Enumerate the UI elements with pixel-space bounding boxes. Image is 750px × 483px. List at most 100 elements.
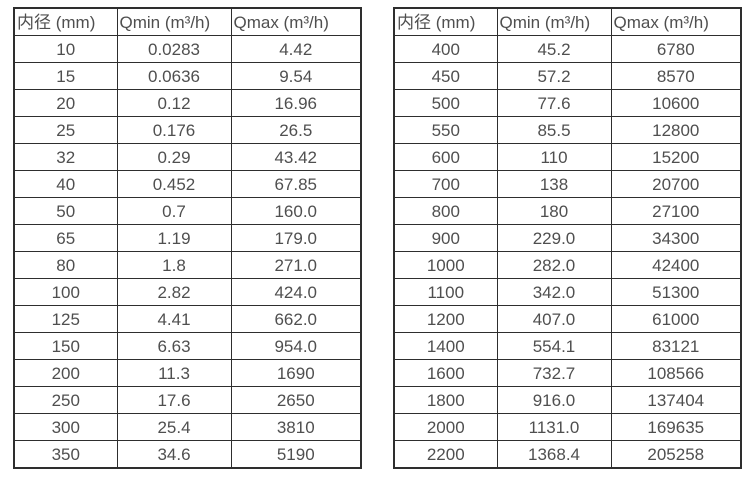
table-cell: 500 [393, 89, 498, 117]
table-cell: 342.0 [496, 278, 612, 306]
table-cell: 0.452 [116, 170, 232, 198]
table-cell: 15200 [610, 143, 742, 171]
table-cell: 27100 [610, 197, 742, 225]
table-cell: 169635 [610, 413, 742, 441]
header-qmin: Qmin (m³/h) [496, 7, 612, 36]
table-row: 550 85.5 12800 [393, 116, 742, 144]
table-cell: 1200 [393, 305, 498, 333]
table-cell: 550 [393, 116, 498, 144]
table-cell: 20 [13, 89, 118, 117]
table-row: 1100 342.0 51300 [393, 278, 742, 306]
table-cell: 4.41 [116, 305, 232, 333]
table-cell: 10600 [610, 89, 742, 117]
table-cell: 11.3 [116, 359, 232, 387]
table-cell: 20700 [610, 170, 742, 198]
table-cell: 51300 [610, 278, 742, 306]
table-row: 10 0.0283 4.42 [13, 35, 362, 63]
table-cell: 916.0 [496, 386, 612, 414]
table-cell: 4.42 [230, 35, 362, 63]
table-cell: 700 [393, 170, 498, 198]
table-cell: 80 [13, 251, 118, 279]
table-cell: 800 [393, 197, 498, 225]
table-cell: 34300 [610, 224, 742, 252]
table-cell: 40 [13, 170, 118, 198]
table-cell: 450 [393, 62, 498, 90]
table-cell: 1100 [393, 278, 498, 306]
table-cell: 424.0 [230, 278, 362, 306]
table-row: 2000 1131.0 169635 [393, 413, 742, 441]
table-row: 1200 407.0 61000 [393, 305, 742, 333]
table-cell: 250 [13, 386, 118, 414]
table-cell: 85.5 [496, 116, 612, 144]
table-cell: 150 [13, 332, 118, 360]
table-cell: 6780 [610, 35, 742, 63]
header-row: 内径 (mm) Qmin (m³/h) Qmax (m³/h) [13, 7, 362, 36]
table-row: 125 4.41 662.0 [13, 305, 362, 333]
flow-table-large-diameters: 内径 (mm) Qmin (m³/h) Qmax (m³/h) 400 45.2 6… [393, 7, 742, 469]
table-cell: 350 [13, 440, 118, 469]
table-cell: 8570 [610, 62, 742, 90]
table-cell: 9.54 [230, 62, 362, 90]
table-cell: 732.7 [496, 359, 612, 387]
table-cell: 1600 [393, 359, 498, 387]
table-cell: 300 [13, 413, 118, 441]
header-inner-diameter: 内径 (mm) [13, 7, 118, 36]
table-cell: 3810 [230, 413, 362, 441]
table-cell: 61000 [610, 305, 742, 333]
table-row: 350 34.6 5190 [13, 440, 362, 469]
table-row: 80 1.8 271.0 [13, 251, 362, 279]
table-cell: 12800 [610, 116, 742, 144]
table-cell: 0.0283 [116, 35, 232, 63]
table-cell: 6.63 [116, 332, 232, 360]
table-row: 1000 282.0 42400 [393, 251, 742, 279]
table-cell: 1131.0 [496, 413, 612, 441]
table-row: 65 1.19 179.0 [13, 224, 362, 252]
table-cell: 45.2 [496, 35, 612, 63]
table-cell: 179.0 [230, 224, 362, 252]
table-row: 700 138 20700 [393, 170, 742, 198]
table-row: 800 180 27100 [393, 197, 742, 225]
table-row: 400 45.2 6780 [393, 35, 742, 63]
table-cell: 1690 [230, 359, 362, 387]
header-inner-diameter: 内径 (mm) [393, 7, 498, 36]
table-cell: 108566 [610, 359, 742, 387]
table-cell: 407.0 [496, 305, 612, 333]
table-row: 250 17.6 2650 [13, 386, 362, 414]
table-cell: 271.0 [230, 251, 362, 279]
table-cell: 16.96 [230, 89, 362, 117]
table-cell: 205258 [610, 440, 742, 469]
table-cell: 138 [496, 170, 612, 198]
table-cell: 0.12 [116, 89, 232, 117]
table-row: 100 2.82 424.0 [13, 278, 362, 306]
table-cell: 0.0636 [116, 62, 232, 90]
table-cell: 67.85 [230, 170, 362, 198]
table-cell: 137404 [610, 386, 742, 414]
table-row: 500 77.6 10600 [393, 89, 742, 117]
table-cell: 900 [393, 224, 498, 252]
table-body: 10 0.0283 4.42 15 0.0636 9.54 20 0.12 16.96 25 0.1… [13, 35, 362, 469]
table-cell: 1000 [393, 251, 498, 279]
table-cell: 0.7 [116, 197, 232, 225]
table-cell: 282.0 [496, 251, 612, 279]
table-cell: 0.29 [116, 143, 232, 171]
table-cell: 2650 [230, 386, 362, 414]
table-row: 40 0.452 67.85 [13, 170, 362, 198]
table-cell: 65 [13, 224, 118, 252]
table-cell: 5190 [230, 440, 362, 469]
table-row: 900 229.0 34300 [393, 224, 742, 252]
table-cell: 662.0 [230, 305, 362, 333]
table-row: 1600 732.7 108566 [393, 359, 742, 387]
table-row: 1400 554.1 83121 [393, 332, 742, 360]
header-qmin: Qmin (m³/h) [116, 7, 232, 36]
flow-spec-tables-container: 内径 (mm) Qmin (m³/h) Qmax (m³/h) 10 0.0283… [13, 7, 742, 469]
table-cell: 2.82 [116, 278, 232, 306]
table-row: 200 11.3 1690 [13, 359, 362, 387]
table-cell: 1400 [393, 332, 498, 360]
table-cell: 83121 [610, 332, 742, 360]
table-cell: 17.6 [116, 386, 232, 414]
header-row: 内径 (mm) Qmin (m³/h) Qmax (m³/h) [393, 7, 742, 36]
table-cell: 100 [13, 278, 118, 306]
table-cell: 954.0 [230, 332, 362, 360]
flow-table-small-diameters: 内径 (mm) Qmin (m³/h) Qmax (m³/h) 10 0.0283… [13, 7, 362, 469]
table-cell: 32 [13, 143, 118, 171]
